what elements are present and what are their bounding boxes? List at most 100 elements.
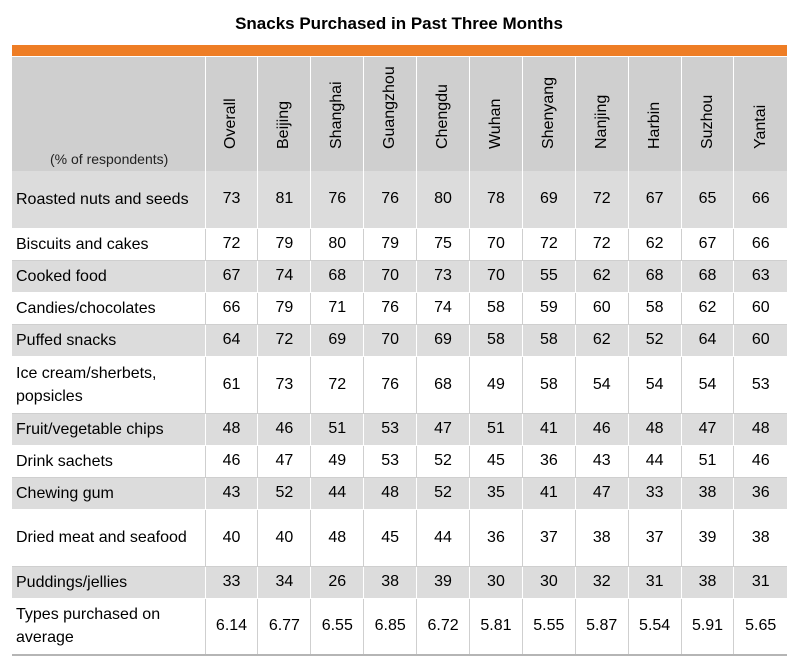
cell-value: 72 — [257, 324, 311, 356]
cell-value: 43 — [204, 477, 258, 509]
cell-value: 53 — [733, 356, 787, 413]
column-header: Shanghai — [310, 57, 364, 171]
cell-value: 5.55 — [521, 598, 576, 655]
cell-value: 80 — [416, 171, 470, 228]
cell-value: 54 — [680, 356, 734, 413]
cell-value: 33 — [204, 566, 258, 598]
column-header-label: Shanghai — [328, 81, 346, 149]
table-body: Roasted nuts and seeds 73 81 76 76 80 78 69 72 67… — [12, 171, 787, 655]
cell-value: 72 — [521, 228, 576, 260]
cell-value: 51 — [469, 413, 523, 445]
column-header: Harbin — [627, 57, 682, 171]
cell-value: 65 — [680, 171, 734, 228]
cell-value: 58 — [627, 292, 682, 324]
cell-value: 72 — [574, 228, 629, 260]
row-label: Ice cream/sherbets, popsicles — [16, 364, 157, 405]
cell-value: 41 — [521, 413, 576, 445]
cell-value: 38 — [733, 509, 787, 566]
cell-value: 66 — [733, 171, 787, 228]
row-label: Biscuits and cakes — [16, 235, 149, 253]
cell-value: 36 — [733, 477, 787, 509]
cell-value: 47 — [574, 477, 629, 509]
cell-value: 62 — [627, 228, 682, 260]
cell-value: 74 — [257, 260, 311, 292]
table-row: Roasted nuts and seeds 73 81 76 76 80 78 69 72 67… — [12, 171, 787, 228]
cell-value: 30 — [521, 566, 576, 598]
header-row: (% of respondents) Overall Beijing Shangha… — [12, 57, 787, 171]
cell-value: 35 — [469, 477, 523, 509]
cell-value: 30 — [469, 566, 523, 598]
cell-value: 38 — [680, 566, 734, 598]
cell-value: 5.65 — [733, 598, 787, 655]
cell-value: 52 — [257, 477, 311, 509]
cell-value: 37 — [521, 509, 576, 566]
cell-value: 53 — [363, 445, 417, 477]
row-label: Cooked food — [12, 260, 206, 292]
cell-value: 68 — [310, 260, 364, 292]
cell-value: 79 — [363, 228, 417, 260]
cell-value: 64 — [680, 324, 734, 356]
cell-value: 58 — [521, 324, 576, 356]
cell-value: 47 — [257, 445, 311, 477]
cell-value: 70 — [469, 228, 523, 260]
cell-value: 37 — [627, 509, 682, 566]
row-label: Drink sachets — [16, 452, 113, 470]
cell-value: 44 — [627, 445, 682, 477]
cell-value: 33 — [627, 477, 682, 509]
cell-value: 41 — [521, 477, 576, 509]
row-label: Puffed snacks — [12, 324, 206, 356]
cell-value: 48 — [310, 509, 364, 566]
cell-value: 46 — [204, 445, 258, 477]
column-header-label: Beijing — [275, 100, 293, 149]
cell-value: 6.77 — [257, 598, 311, 655]
cell-value: 6.85 — [363, 598, 417, 655]
cell-value: 72 — [310, 356, 364, 413]
column-header: Chengdu — [416, 57, 470, 171]
data-table: (% of respondents) Overall Beijing Shangha… — [12, 57, 787, 656]
cell-value: 80 — [310, 228, 364, 260]
chart-title: Snacks Purchased in Past Three Months — [235, 14, 563, 33]
cell-value: 62 — [574, 324, 629, 356]
column-header-label: Suzhou — [698, 94, 716, 149]
cell-value: 60 — [574, 292, 629, 324]
column-header: Overall — [204, 57, 258, 171]
cell-value: 54 — [627, 356, 682, 413]
column-header-label: Shenyang — [539, 76, 557, 149]
table-row: Puffed snacks 64 72 69 70 69 58 58 62 52 64 60 — [12, 324, 787, 356]
cell-value: 73 — [204, 171, 258, 228]
cell-value: 54 — [574, 356, 629, 413]
cell-value: 26 — [310, 566, 364, 598]
cell-value: 46 — [574, 413, 629, 445]
cell-value: 78 — [469, 171, 523, 228]
cell-value: 46 — [257, 413, 311, 445]
cell-value: 67 — [204, 260, 258, 292]
cell-value: 38 — [680, 477, 734, 509]
cell-value: 47 — [416, 413, 470, 445]
column-header-label: Yantai — [751, 104, 769, 149]
row-label: Fruit/vegetable chips — [12, 413, 206, 445]
cell-value: 73 — [416, 260, 470, 292]
column-header-label: Guangzhou — [381, 66, 399, 149]
accent-bar — [12, 45, 787, 56]
column-header-label: Chengdu — [434, 84, 452, 149]
cell-value: 40 — [257, 509, 311, 566]
cell-value: 72 — [574, 171, 629, 228]
table-row: Puddings/jellies 33 34 26 38 39 30 30 32 31 38 31 — [12, 566, 787, 598]
column-header: Suzhou — [680, 57, 734, 171]
cell-value: 48 — [204, 413, 258, 445]
unit-label: (% of respondents) — [12, 57, 206, 171]
cell-value: 52 — [416, 445, 470, 477]
cell-value: 64 — [204, 324, 258, 356]
cell-value: 38 — [363, 566, 417, 598]
cell-value: 74 — [416, 292, 470, 324]
cell-value: 69 — [310, 324, 364, 356]
cell-value: 59 — [521, 292, 576, 324]
cell-value: 48 — [627, 413, 682, 445]
cell-value: 58 — [521, 356, 576, 413]
cell-value: 73 — [257, 356, 311, 413]
cell-value: 70 — [363, 260, 417, 292]
column-header: Nanjing — [574, 57, 629, 171]
cell-value: 76 — [363, 292, 417, 324]
table-row: Drink sachets 46 47 49 53 52 45 36 43 44 51 46 — [12, 445, 787, 477]
row-label: Candies/chocolates — [16, 299, 156, 317]
